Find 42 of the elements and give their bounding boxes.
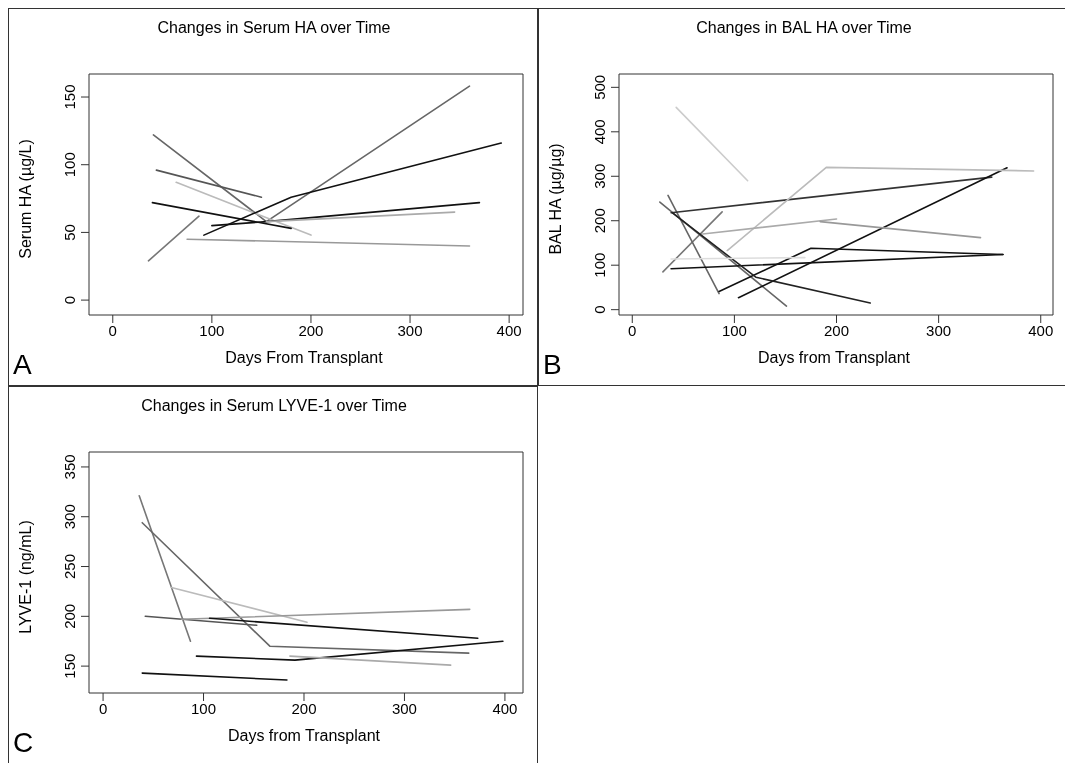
y-tick-label: 350: [61, 454, 78, 480]
y-axis-title: Serum HA (µg/L): [17, 139, 35, 259]
x-axis-title: Days from Transplant: [226, 727, 382, 745]
x-axis-title: Days from Transplant: [756, 349, 912, 367]
chart-title: Changes in Serum HA over Time: [156, 19, 392, 37]
x-tick-label: 200: [823, 321, 850, 339]
x-tick-label: 300: [926, 321, 952, 339]
text: B: [543, 349, 562, 381]
text: C: [13, 727, 34, 759]
x-tick-label: 0: [108, 321, 117, 339]
x-tick-label: 0: [98, 699, 108, 717]
y-tick-label: 0: [61, 295, 78, 305]
x-tick-label: 100: [191, 699, 217, 717]
y-tick-label: 250: [61, 554, 78, 580]
x-tick-label: 200: [291, 699, 317, 717]
x-tick-label: 100: [721, 321, 747, 339]
y-tick-label: 150: [61, 84, 78, 110]
x-tick-label: 400: [1028, 321, 1054, 339]
x-tick-label: 400: [496, 321, 522, 339]
x-axis-title: Days From Transplant: [224, 349, 384, 367]
x-tick-label: 0: [628, 321, 637, 339]
x-tick-label: 300: [391, 699, 417, 717]
text: A: [13, 349, 32, 381]
y-axis-title: LYVE-1 (ng/mL): [17, 520, 35, 634]
y-tick-label: 300: [61, 504, 78, 530]
x-tick-label: 300: [397, 321, 423, 339]
y-tick-label: 0: [591, 305, 608, 314]
y-axis-title: BAL HA (µg/µg): [547, 143, 565, 255]
y-tick-label: 500: [591, 74, 608, 100]
x-tick-label: 400: [492, 699, 518, 717]
y-tick-label: 300: [591, 163, 608, 189]
y-tick-label: 100: [591, 252, 608, 278]
y-tick-label: 200: [61, 603, 78, 629]
y-tick-label: 400: [591, 119, 608, 145]
y-tick-label: 100: [61, 152, 78, 178]
y-tick-label: 50: [61, 224, 78, 241]
y-tick-label: 200: [591, 208, 608, 234]
x-tick-label: 200: [298, 321, 324, 339]
chart-title: Changes in BAL HA over Time: [695, 19, 913, 37]
chart-title: Changes in Serum LYVE-1 over Time: [140, 397, 408, 415]
x-tick-label: 100: [199, 321, 225, 339]
y-tick-label: 150: [61, 653, 78, 679]
